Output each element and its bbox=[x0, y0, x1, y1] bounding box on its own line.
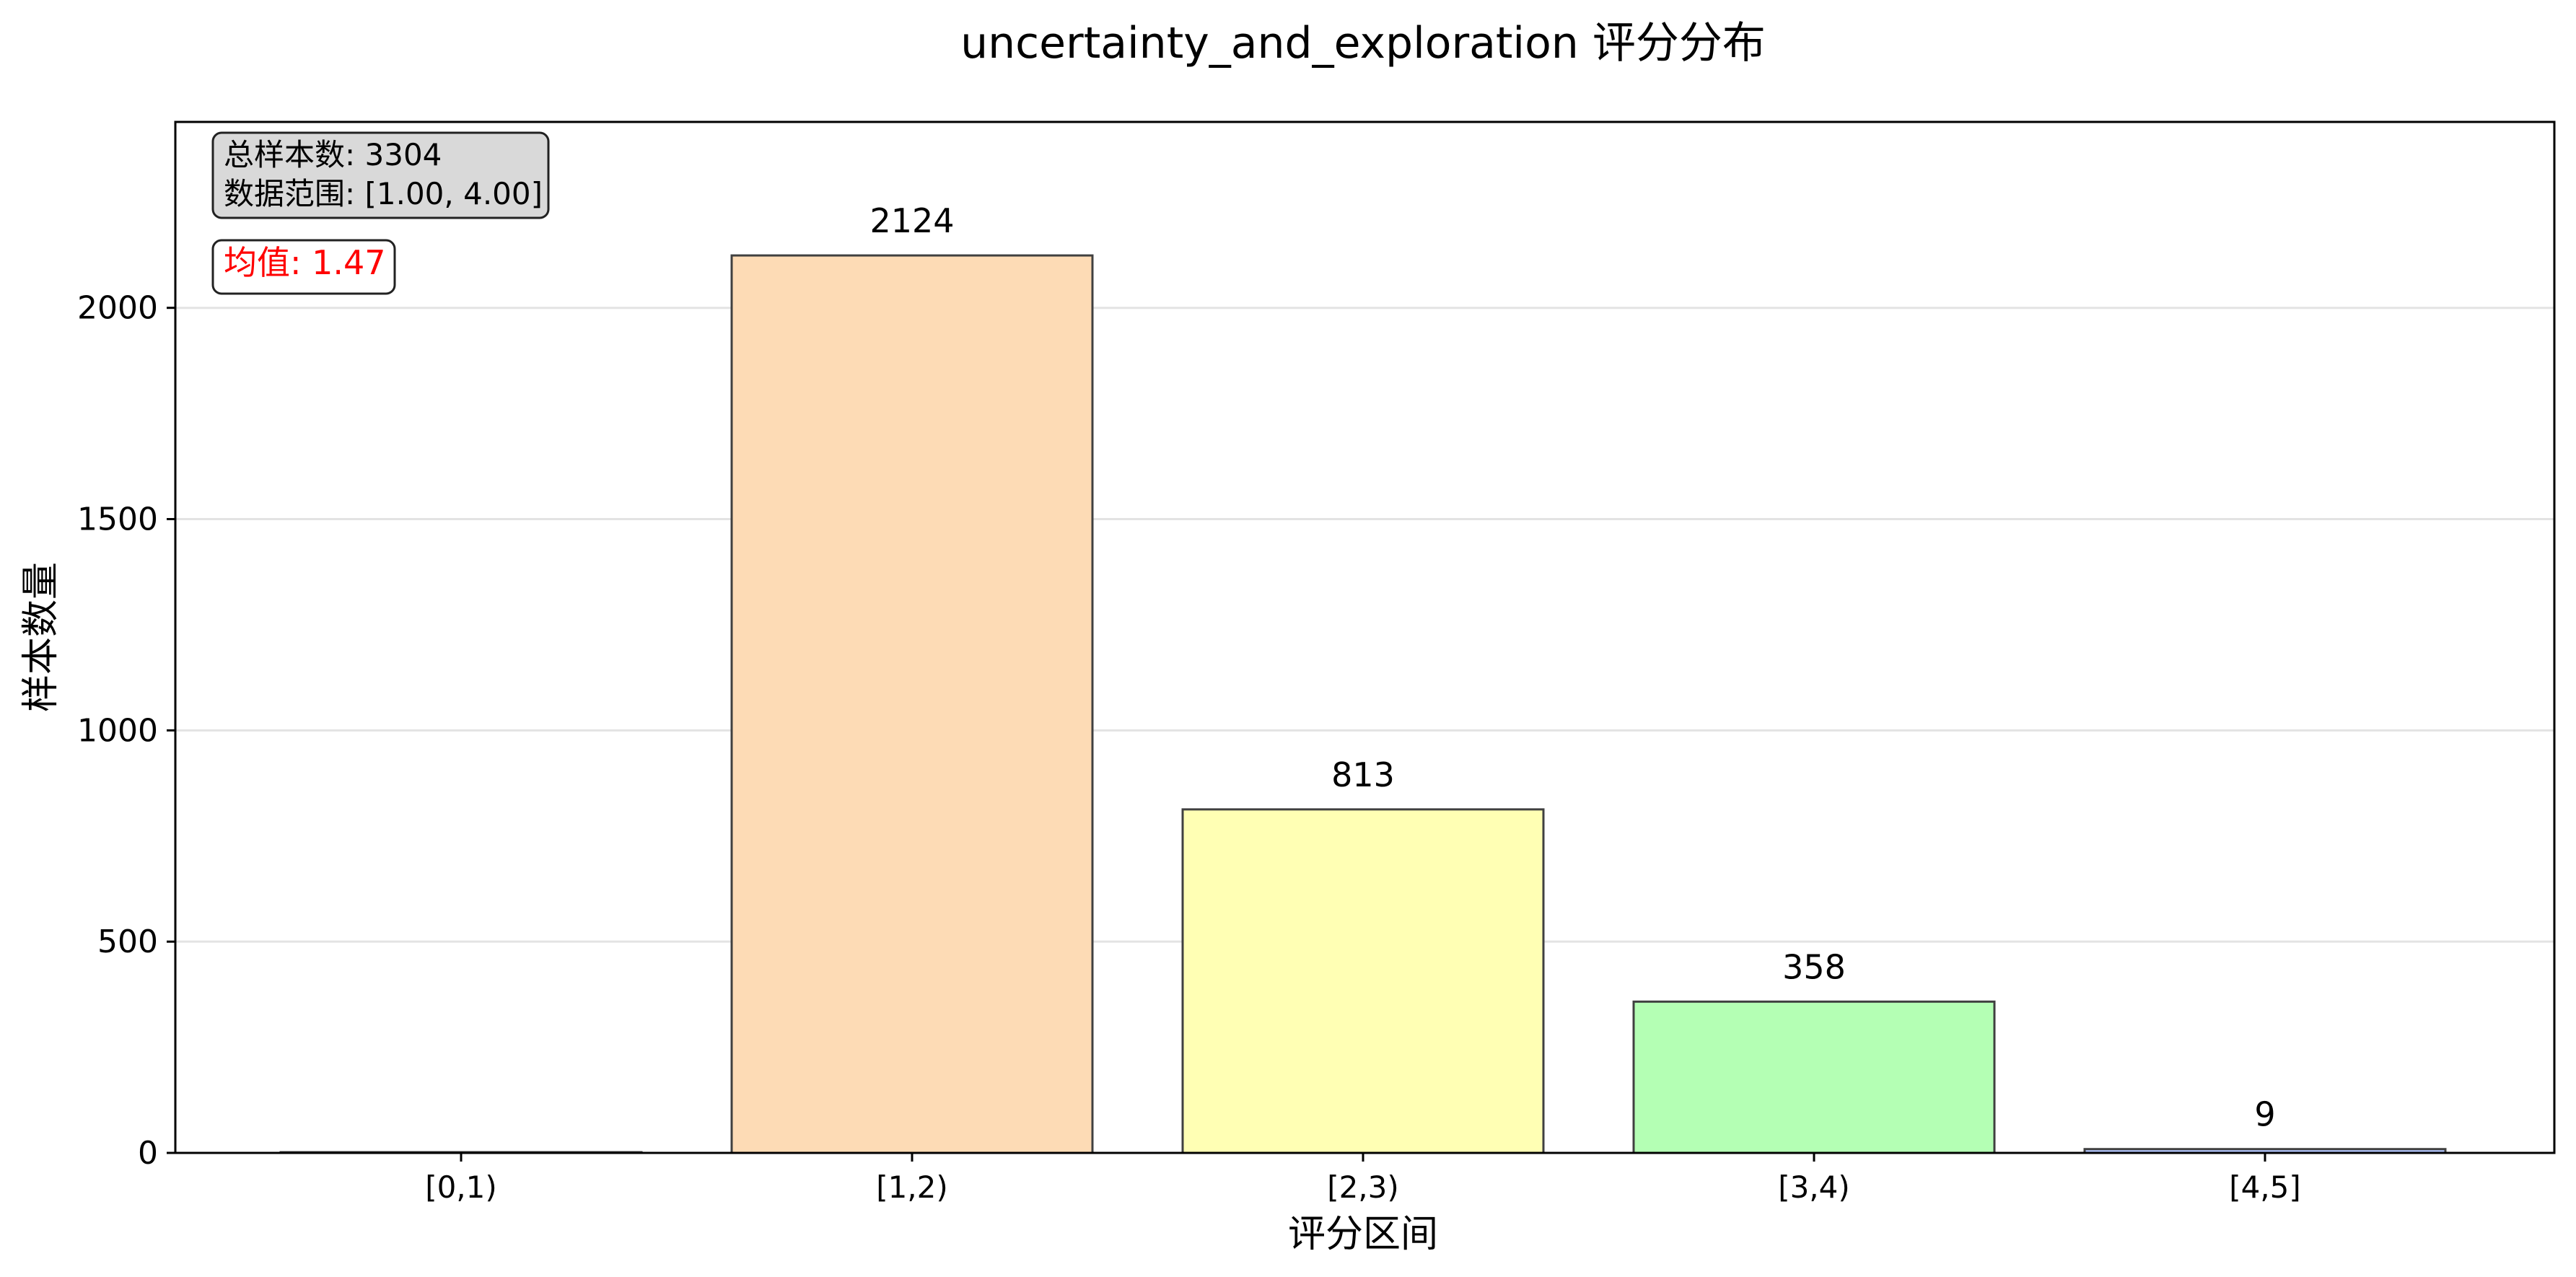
y-axis-ticks: 0 500 1000 1500 2000 bbox=[77, 290, 175, 1172]
y-tick-label: 0 bbox=[138, 1135, 158, 1172]
mean-annotation-box: 均值: 1.47 bbox=[211, 239, 396, 295]
x-axis-label: 评分区间 bbox=[1288, 1213, 1438, 1256]
bars bbox=[279, 254, 2447, 1154]
x-tick-label: [3,4) bbox=[1778, 1170, 1850, 1205]
y-tick-label: 1500 bbox=[77, 501, 158, 538]
y-tick-label: 2000 bbox=[77, 290, 158, 327]
x-tick-label: [1,2) bbox=[876, 1170, 948, 1205]
bar-value-label: 9 bbox=[2254, 1095, 2275, 1134]
y-axis-label: 样本数量 bbox=[19, 562, 63, 712]
bar-value-label: 813 bbox=[1331, 755, 1395, 794]
stats-data-range: 数据范围: [1.00, 4.00] bbox=[224, 176, 543, 211]
bar-1 bbox=[730, 254, 1094, 1154]
mean-box-background bbox=[211, 239, 396, 295]
x-tick-label: [0,1) bbox=[425, 1170, 497, 1205]
bar-value-label: 358 bbox=[1782, 947, 1846, 986]
bar-2 bbox=[1181, 808, 1545, 1154]
stats-total-samples: 总样本数: 3304 bbox=[224, 137, 442, 172]
x-tick-label: [4,5] bbox=[2229, 1170, 2301, 1205]
y-tick-label: 1000 bbox=[77, 712, 158, 749]
bar-3 bbox=[1632, 1000, 1996, 1154]
plot-frame bbox=[174, 120, 2556, 1154]
mean-value-label: 均值: 1.47 bbox=[224, 243, 386, 282]
chart-title: uncertainty_and_exploration 评分分布 bbox=[960, 18, 1766, 69]
bar-value-label: 2124 bbox=[869, 201, 954, 240]
x-tick-label: [2,3) bbox=[1327, 1170, 1399, 1205]
x-axis-ticks: [0,1) [1,2) [2,3) [3,4) [4,5] bbox=[425, 1153, 2301, 1205]
data-labels: 2124 813 358 9 bbox=[869, 201, 2275, 1134]
stats-box-background bbox=[211, 131, 550, 219]
y-tick-label: 500 bbox=[97, 923, 158, 960]
stats-annotation-box: 总样本数: 3304 数据范围: [1.00, 4.00] bbox=[211, 131, 550, 219]
